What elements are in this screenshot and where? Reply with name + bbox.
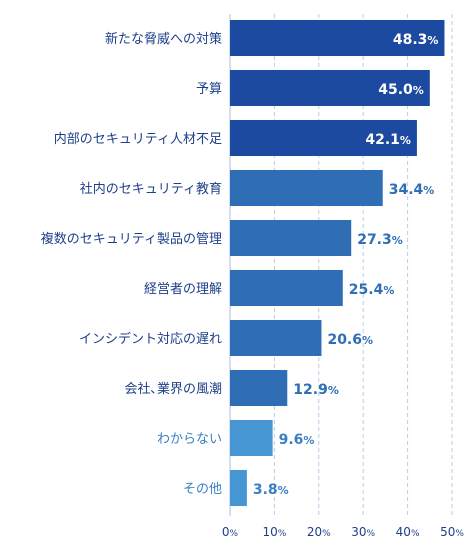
x-tick-label: 0% bbox=[222, 525, 239, 539]
bar bbox=[230, 70, 430, 106]
category-label: 新たな脅威への対策 bbox=[105, 31, 222, 47]
category-label: わからない bbox=[157, 432, 222, 447]
value-label: 12.9% bbox=[293, 382, 339, 398]
category-label: 内部のセキュリティ人材不足 bbox=[54, 131, 222, 147]
category-label: 経営者の理解 bbox=[144, 282, 222, 297]
category-label: 複数のセキュリティ製品の管理 bbox=[41, 231, 222, 247]
value-label: 3.8% bbox=[253, 482, 289, 498]
bar bbox=[230, 220, 352, 256]
category-label: 予算 bbox=[196, 82, 222, 97]
x-tick-label: 50% bbox=[440, 525, 464, 539]
value-label: 20.6% bbox=[327, 332, 373, 348]
bar bbox=[230, 270, 343, 306]
x-tick-label: 40% bbox=[396, 525, 420, 539]
bar bbox=[230, 20, 445, 56]
category-labels: 新たな脅威への対策予算内部のセキュリティ人材不足社内のセキュリティ教育複数のセキ… bbox=[41, 31, 222, 497]
value-label: 27.3% bbox=[357, 232, 403, 248]
x-tick-label: 10% bbox=[262, 525, 286, 539]
value-label: 45.0% bbox=[378, 82, 424, 98]
value-label: 34.4% bbox=[389, 182, 435, 198]
bar bbox=[230, 370, 288, 406]
value-labels: 48.3% 45.0% 42.1% 34.4% 27.3% 25.4% 20.6% 12.9%… bbox=[253, 32, 439, 498]
x-tick-label: 30% bbox=[351, 525, 375, 539]
category-label: 会社､業界の風潮 bbox=[124, 381, 222, 397]
value-label: 42.1% bbox=[365, 132, 411, 148]
category-label: インシデント対応の遅れ bbox=[79, 331, 222, 347]
x-tick-label: 20% bbox=[307, 525, 331, 539]
bars bbox=[230, 20, 445, 506]
bar bbox=[230, 420, 273, 456]
category-label: 社内のセキュリティ教育 bbox=[80, 181, 222, 197]
category-label: その他 bbox=[183, 482, 222, 497]
value-label: 9.6% bbox=[279, 432, 315, 448]
value-label: 25.4% bbox=[349, 282, 395, 298]
bar bbox=[230, 320, 322, 356]
bar bbox=[230, 470, 247, 506]
bar bbox=[230, 170, 383, 206]
value-label: 48.3% bbox=[393, 32, 439, 48]
x-axis-ticks: 0% 10% 20% 30% 40% 50% bbox=[222, 525, 464, 539]
bar bbox=[230, 120, 417, 156]
